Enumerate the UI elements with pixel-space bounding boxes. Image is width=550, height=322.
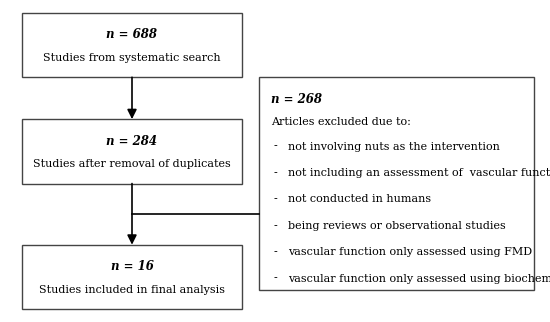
Bar [22, 245, 242, 309]
Text: being reviews or observational studies: being reviews or observational studies [288, 221, 506, 231]
Text: n = 284: n = 284 [107, 135, 157, 147]
Text: -: - [273, 247, 277, 257]
Bar [22, 119, 242, 184]
Text: n = 268: n = 268 [271, 93, 322, 106]
Text: -: - [273, 221, 277, 231]
Bar [22, 13, 242, 77]
Text: not conducted in humans: not conducted in humans [288, 194, 431, 204]
Bar [258, 77, 534, 290]
Text: Studies after removal of duplicates: Studies after removal of duplicates [33, 159, 231, 169]
Text: Studies included in final analysis: Studies included in final analysis [39, 285, 225, 295]
Text: Articles excluded due to:: Articles excluded due to: [271, 117, 410, 128]
Text: not involving nuts as the intervention: not involving nuts as the intervention [288, 141, 500, 152]
Text: -: - [273, 194, 277, 204]
Text: n = 16: n = 16 [111, 260, 153, 273]
Text: -: - [273, 168, 277, 178]
Text: n = 688: n = 688 [107, 28, 157, 41]
Text: -: - [273, 273, 277, 284]
Text: vascular function only assessed using FMD: vascular function only assessed using FM… [288, 247, 532, 257]
Text: -: - [273, 141, 277, 152]
Text: not including an assessment of  vascular function: not including an assessment of vascular … [288, 168, 550, 178]
Text: vascular function only assessed using biochemical markers: vascular function only assessed using bi… [288, 273, 550, 284]
Text: Studies from systematic search: Studies from systematic search [43, 53, 221, 63]
